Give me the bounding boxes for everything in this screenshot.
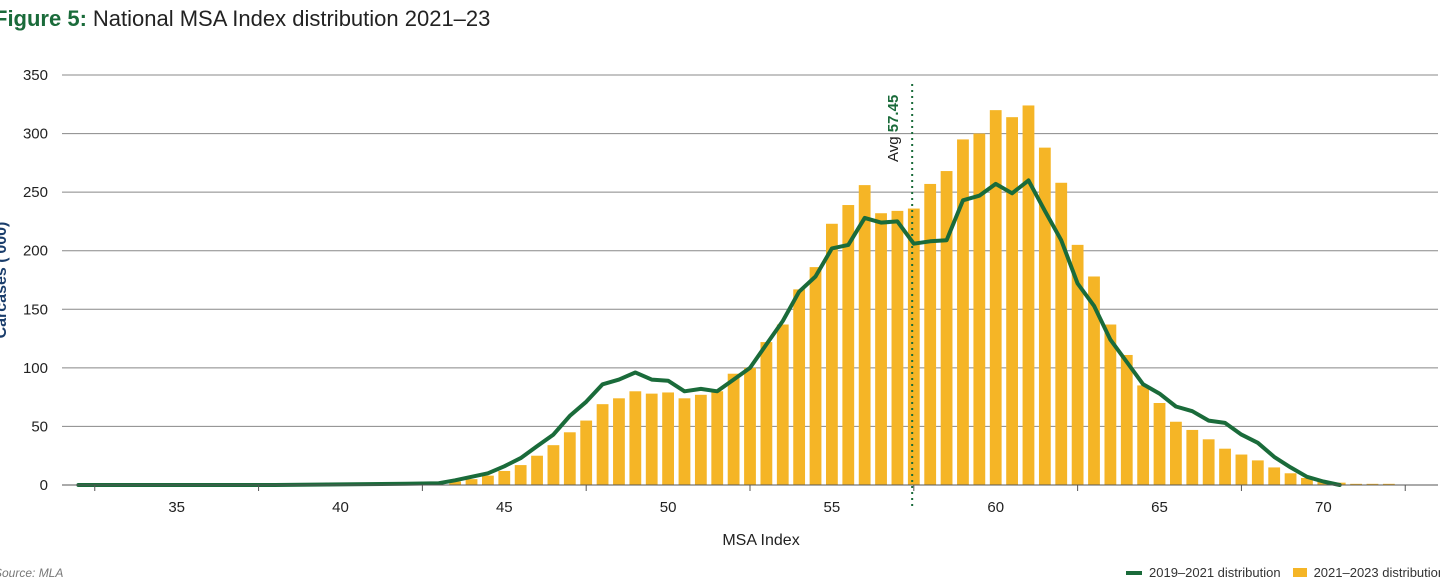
legend-line-swatch (1126, 570, 1142, 575)
average-label-text: Avg (885, 132, 902, 162)
y-tick-label-250: 250 (23, 184, 48, 201)
figure-title-text: National MSA Index distribution 2021–23 (92, 6, 491, 31)
average-value: 57.45 (885, 95, 902, 133)
legend-item-2021-2023: 2021–2023 distribution (1292, 565, 1440, 580)
bar-49 (629, 391, 642, 485)
y-tick-label-300: 300 (23, 126, 48, 143)
legend-label-2021-2023: 2021–2023 distribution (1313, 565, 1440, 580)
bar-57.5 (907, 208, 920, 486)
bar-57 (891, 210, 904, 485)
legend: 2019–2021 distribution 2021–2023 distrib… (1126, 565, 1440, 580)
average-label: Avg 57.45 (885, 95, 902, 162)
bar-63 (1088, 276, 1100, 485)
y-axis-title: Carcases ('000) (0, 222, 10, 339)
x-tick-label-50: 50 (660, 499, 677, 516)
bar-49.5 (645, 393, 658, 485)
bar-52 (727, 373, 740, 485)
bar-67.5 (1235, 454, 1248, 485)
bar-69 (1284, 473, 1297, 485)
line-layer (76, 178, 1342, 487)
bar-47 (563, 432, 576, 485)
bar-59 (957, 139, 969, 485)
axes: 0 50 100 150 200 250 300 350 35 40 45 50 55 60 65 70 (23, 67, 1438, 516)
bar-43.5 (449, 481, 462, 485)
y-tick-label-100: 100 (23, 360, 48, 377)
bar-72 (1382, 483, 1395, 485)
bar-60.5 (1006, 117, 1018, 486)
bar-50 (662, 392, 674, 485)
bar-50.5 (678, 398, 691, 485)
average-marker: Avg 57.45 (885, 84, 914, 510)
x-tick-label-40: 40 (332, 499, 349, 516)
legend-bar-swatch (1292, 568, 1307, 577)
bar-69.5 (1301, 477, 1313, 485)
bar-62 (1055, 182, 1068, 485)
legend-label-2019-2021: 2019–2021 distribution (1149, 565, 1281, 580)
bar-51 (694, 394, 707, 485)
bar-60 (989, 110, 1002, 486)
bar-48 (596, 404, 609, 485)
bars-layer (449, 105, 1395, 486)
bar-66 (1186, 429, 1199, 485)
bar-61.5 (1038, 147, 1051, 485)
y-tick-label-350: 350 (23, 67, 48, 84)
bar-65 (1153, 403, 1166, 485)
x-tick-label-35: 35 (168, 499, 185, 516)
x-tick-label-65: 65 (1151, 499, 1168, 516)
bar-71 (1350, 483, 1362, 485)
bar-66.5 (1202, 439, 1215, 485)
bar-54.5 (809, 267, 822, 485)
y-tick-label-0: 0 (40, 477, 48, 494)
x-tick-label-60: 60 (987, 499, 1004, 516)
x-axis-title: MSA Index (722, 532, 799, 549)
bar-47.5 (580, 420, 593, 485)
bar-61 (1022, 105, 1035, 485)
bar-62.5 (1071, 244, 1084, 485)
y-tick-label-150: 150 (23, 301, 48, 318)
bar-58 (924, 183, 937, 485)
y-tick-label-50: 50 (31, 418, 48, 435)
source-note: Source: MLA (0, 566, 64, 580)
bar-46.5 (547, 445, 560, 485)
bar-48.5 (613, 398, 625, 485)
bar-44.5 (482, 475, 494, 485)
bar-68 (1251, 460, 1264, 485)
bar-46 (531, 455, 543, 485)
bar-58.5 (940, 171, 953, 486)
bar-45 (498, 470, 511, 485)
bar-45.5 (514, 465, 527, 485)
bar-71.5 (1366, 483, 1379, 485)
legend-item-2019-2021: 2019–2021 distribution (1126, 565, 1281, 580)
bar-51.5 (711, 391, 724, 485)
bar-54 (793, 289, 806, 485)
bar-55.5 (842, 205, 855, 485)
bar-52.5 (744, 367, 756, 485)
figure-title: Figure 5: National MSA Index distribution… (0, 6, 490, 32)
bar-64.5 (1137, 385, 1150, 485)
bar-56 (858, 185, 871, 485)
bar-64 (1120, 354, 1133, 485)
bar-65.5 (1170, 421, 1182, 485)
y-tick-label-200: 200 (23, 243, 48, 260)
bar-67 (1219, 448, 1231, 485)
line-2019-2021 (76, 178, 1342, 487)
bar-44 (465, 479, 478, 485)
x-tick-label-45: 45 (496, 499, 513, 516)
x-tick-label-70: 70 (1315, 499, 1332, 516)
bar-63.5 (1104, 324, 1117, 485)
bar-53.5 (776, 324, 789, 485)
bar-59.5 (973, 133, 986, 486)
figure-number: Figure 5: (0, 6, 87, 31)
bar-55 (826, 223, 838, 485)
bar-53 (760, 342, 773, 485)
x-tick-label-55: 55 (824, 499, 841, 516)
bar-56.5 (875, 213, 887, 485)
grid-layer (62, 74, 1438, 427)
bar-68.5 (1268, 467, 1281, 485)
